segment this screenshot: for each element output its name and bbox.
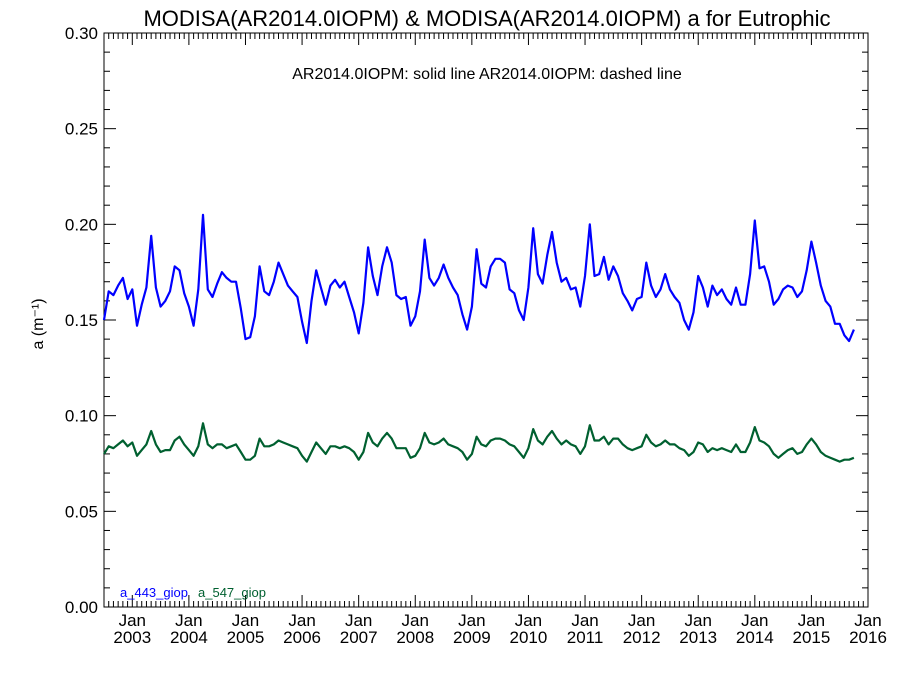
x-tick-label-month: Jan xyxy=(175,611,202,630)
x-tick-label-year: 2016 xyxy=(849,628,887,647)
series-line-a-443-giop xyxy=(102,213,855,345)
x-tick-label-year: 2010 xyxy=(510,628,548,647)
chart-subtitle: AR2014.0IOPM: solid line AR2014.0IOPM: d… xyxy=(292,66,682,83)
y-tick-label: 0.20 xyxy=(65,215,98,234)
legend: a_443_giop a_547_giop xyxy=(120,585,266,600)
x-tick-label-year: 2009 xyxy=(453,628,491,647)
x-tick-label-year: 2007 xyxy=(340,628,378,647)
x-tick-label-month: Jan xyxy=(345,611,372,630)
x-tick-label-year: 2003 xyxy=(113,628,151,647)
x-tick-label-month: Jan xyxy=(571,611,598,630)
y-axis-label: a (m⁻¹) xyxy=(30,298,47,349)
y-tick-label: 0.15 xyxy=(65,311,98,330)
series-layer xyxy=(102,213,855,463)
x-tick-label-month: Jan xyxy=(628,611,655,630)
x-tick-label-month: Jan xyxy=(288,611,315,630)
legend-label: a_547_giop xyxy=(198,585,266,600)
x-tick-label-year: 2014 xyxy=(736,628,774,647)
y-tick-label: 0.25 xyxy=(65,120,98,139)
x-tick-label-month: Jan xyxy=(798,611,825,630)
y-axis: 0.00 0.05 0.10 0.15 0.20 0.25 0.30 xyxy=(65,24,868,617)
x-tick-label-month: Jan xyxy=(741,611,768,630)
series-line-a-547-giop xyxy=(103,422,855,463)
x-tick-label-year: 2008 xyxy=(396,628,434,647)
x-tick-label-year: 2005 xyxy=(227,628,265,647)
x-tick-label-month: Jan xyxy=(854,611,881,630)
x-tick-label-year: 2013 xyxy=(679,628,717,647)
x-tick-label-month: Jan xyxy=(458,611,485,630)
x-tick-label-year: 2006 xyxy=(283,628,321,647)
x-tick-label-month: Jan xyxy=(232,611,259,630)
x-tick-label-month: Jan xyxy=(119,611,146,630)
x-tick-label-year: 2011 xyxy=(567,628,604,647)
y-tick-label: 0.05 xyxy=(65,502,98,521)
x-tick-label-month: Jan xyxy=(685,611,712,630)
x-tick-label-year: 2012 xyxy=(623,628,661,647)
x-tick-label-year: 2015 xyxy=(792,628,830,647)
x-tick-label-month: Jan xyxy=(515,611,542,630)
chart-title: MODISA(AR2014.0IOPM) & MODISA(AR2014.0IO… xyxy=(143,6,830,31)
y-tick-label: 0.30 xyxy=(65,24,98,43)
plot-frame xyxy=(103,32,869,608)
x-tick-label-month: Jan xyxy=(402,611,429,630)
y-tick-label: 0.00 xyxy=(65,598,98,617)
y-tick-label: 0.10 xyxy=(65,407,98,426)
x-tick-label-year: 2004 xyxy=(170,628,208,647)
x-axis: Jan2003Jan2004Jan2005Jan2006Jan2007Jan20… xyxy=(103,33,887,647)
legend-label: a_443_giop xyxy=(120,585,188,600)
